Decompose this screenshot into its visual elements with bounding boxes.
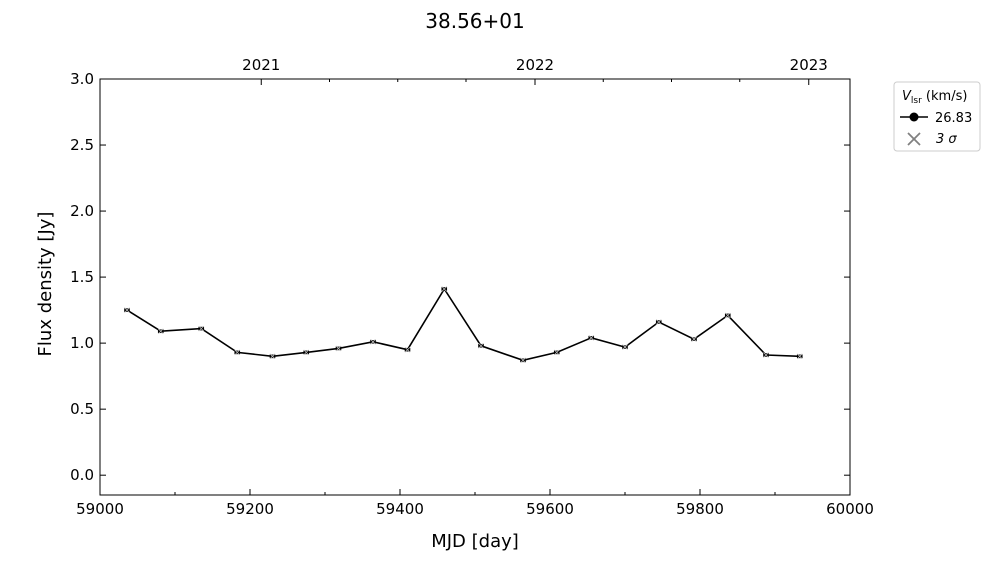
series-layer bbox=[124, 286, 803, 364]
top-tick-label: 2021 bbox=[242, 56, 280, 74]
y-tick-label: 1.0 bbox=[70, 334, 94, 352]
legend-dot-marker bbox=[909, 112, 919, 122]
top-tick-label: 2022 bbox=[516, 56, 554, 74]
data-point-3sigma-marker bbox=[269, 353, 276, 360]
data-point-3sigma-marker bbox=[553, 349, 560, 356]
y-tick-label: 0.0 bbox=[70, 466, 94, 484]
data-point-3sigma-marker bbox=[124, 307, 130, 313]
legend-title: Vlsr (km/s) bbox=[902, 89, 967, 106]
data-point-3sigma-marker bbox=[655, 319, 662, 325]
x-tick-label: 59200 bbox=[226, 500, 274, 518]
data-point-3sigma-marker bbox=[724, 312, 731, 319]
legend-box bbox=[893, 81, 981, 152]
data-point-3sigma-marker bbox=[303, 349, 310, 356]
x-axis-label: MJD [day] bbox=[431, 531, 519, 552]
data-point-3sigma-marker bbox=[520, 357, 526, 364]
data-point-3sigma-marker bbox=[234, 349, 241, 356]
data-point-3sigma-marker bbox=[198, 325, 205, 332]
y-tick-label: 3.0 bbox=[70, 70, 94, 88]
data-point-3sigma-marker bbox=[622, 344, 628, 350]
data-point-3sigma-marker bbox=[370, 339, 376, 345]
y-tick-label: 2.0 bbox=[70, 202, 94, 220]
data-point-3sigma-marker bbox=[691, 336, 697, 342]
top-tick-label: 2023 bbox=[790, 56, 828, 74]
data-point-3sigma-marker bbox=[441, 286, 448, 292]
data-point-3sigma-marker bbox=[157, 328, 164, 335]
series-line bbox=[126, 287, 800, 362]
y-axis-label: Flux density [Jy] bbox=[35, 212, 56, 357]
data-point-3sigma-marker bbox=[588, 335, 595, 341]
data-point-3sigma-marker bbox=[335, 345, 342, 352]
x-tick-label: 60000 bbox=[826, 500, 874, 518]
y-tick-label: 1.5 bbox=[70, 268, 94, 286]
plot-axes: 59000 59200 59400 59600 59800 60000 0.0 0.5 1.0 1… bbox=[70, 56, 874, 518]
chart-title: 38.56+01 bbox=[425, 9, 524, 33]
data-point-3sigma-marker bbox=[763, 352, 769, 358]
legend-entry-label: 3 σ bbox=[936, 132, 957, 147]
x-tick-label: 59800 bbox=[676, 500, 724, 518]
x-tick-label: 59000 bbox=[76, 500, 124, 518]
legend-x-marker bbox=[907, 132, 921, 146]
data-point-3sigma-marker bbox=[404, 346, 411, 353]
data-point-3sigma-marker bbox=[478, 342, 484, 349]
data-point-3sigma-marker bbox=[796, 353, 803, 360]
legend-entry-label: 26.83 bbox=[935, 111, 972, 126]
x-tick-label: 59400 bbox=[376, 500, 424, 518]
plot-frame bbox=[99, 78, 851, 496]
legend: Vlsr (km/s) 26.83 3 σ bbox=[893, 81, 981, 152]
y-tick-label: 2.5 bbox=[70, 136, 94, 154]
y-tick-label: 0.5 bbox=[70, 400, 94, 418]
x-tick-label: 59600 bbox=[526, 500, 574, 518]
